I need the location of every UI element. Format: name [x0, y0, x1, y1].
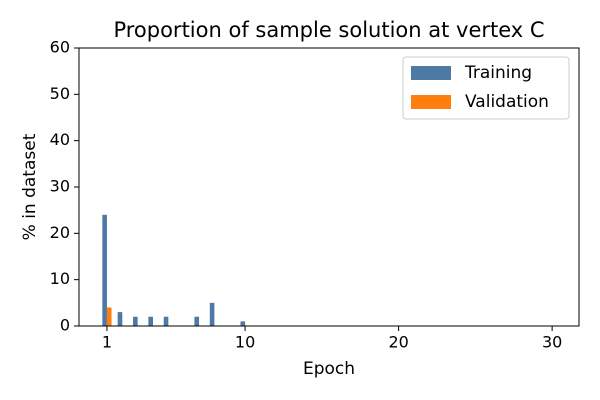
- bar: [148, 316, 153, 326]
- bar: [106, 307, 112, 326]
- legend-swatch: [411, 95, 451, 109]
- x-tick-label: 20: [388, 333, 408, 352]
- chart-title: Proportion of sample solution at vertex …: [113, 18, 544, 42]
- x-tick-label: 1: [102, 333, 112, 352]
- y-tick-label: 40: [50, 130, 70, 149]
- y-axis-label: % in dataset: [20, 133, 40, 240]
- bar: [240, 321, 246, 326]
- bar: [133, 316, 138, 326]
- y-tick-label: 60: [50, 38, 70, 57]
- y-tick-label: 50: [50, 84, 70, 103]
- x-axis-label: Epoch: [303, 359, 355, 379]
- y-tick-label: 0: [60, 316, 70, 335]
- y-tick-label: 20: [50, 223, 70, 242]
- x-tick-label: 30: [542, 333, 562, 352]
- legend-label: Validation: [465, 92, 549, 112]
- bar: [163, 316, 169, 326]
- bar: [209, 302, 215, 326]
- legend-label: Training: [464, 63, 532, 83]
- bar: [102, 214, 107, 326]
- y-tick-label: 10: [50, 269, 70, 288]
- bar: [117, 312, 123, 326]
- x-tick-label: 10: [235, 333, 255, 352]
- plot-frame: [78, 47, 580, 327]
- legend-swatch: [411, 66, 451, 80]
- bar: [194, 316, 200, 326]
- y-tick-label: 30: [50, 177, 70, 196]
